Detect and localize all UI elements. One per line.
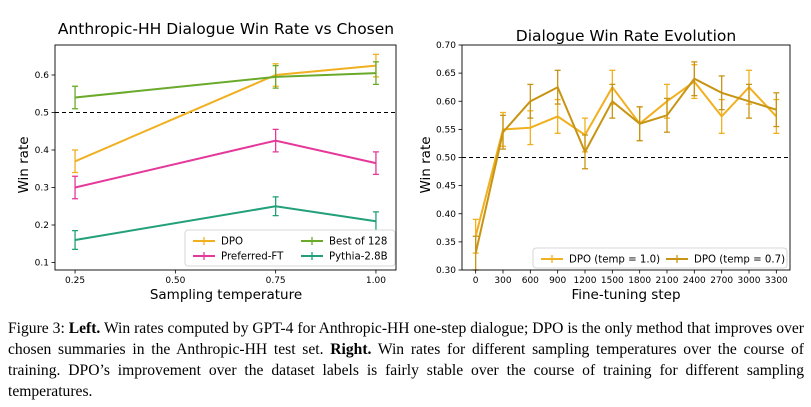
right-y-tick-label: 0.45 — [436, 182, 456, 192]
caption-right-text: Win rates for different sampling tempera… — [8, 341, 804, 400]
right-x-tick-label: 0 — [473, 276, 479, 286]
left-y-tick-label: 0.3 — [35, 184, 49, 194]
right-y-tick-label: 0.70 — [436, 41, 456, 51]
right-x-tick-label: 300 — [494, 276, 511, 286]
left-series-line-2 — [74, 139, 377, 189]
left-series-line-1 — [74, 72, 376, 99]
right-x-tick-label: 600 — [522, 276, 539, 286]
figure: Anthropic-HH Dialogue Win Rate vs Chosen… — [16, 20, 791, 303]
left-legend-label-1: Best of 128 — [329, 237, 387, 248]
left-y-axis-label: Win rate — [16, 136, 32, 193]
right-y-tick-label: 0.65 — [436, 69, 456, 79]
caption-left-label: Left. — [68, 320, 101, 337]
right-series-line-1 — [474, 77, 777, 254]
caption-figure-label: Figure 3: — [8, 320, 69, 337]
left-legend: DPO Best of 128 Preferred-FT Pythia-2.8B — [184, 229, 396, 267]
right-x-tick-label: 2700 — [710, 276, 733, 286]
right-series-line-0 — [474, 80, 778, 237]
caption-left-text: Win rates computed by GPT-4 for Anthropi… — [8, 320, 804, 358]
right-x-axis-label: Fine-tuning step — [571, 287, 680, 303]
right-chart-title: Dialogue Win Rate Evolution — [516, 27, 736, 45]
left-y-tick-label: 0.5 — [35, 109, 49, 119]
right-legend: DPO (temp = 1.0) DPO (temp = 0.7) — [532, 247, 788, 269]
right-y-tick-label: 0.60 — [436, 97, 456, 107]
right-y-tick-label: 0.55 — [436, 125, 456, 135]
right-legend-label-0: DPO (temp = 1.0) — [569, 255, 660, 266]
left-y-tick-label: 0.4 — [35, 146, 50, 156]
figure-caption: Figure 3: Left. Win rates computed by GP… — [8, 318, 804, 402]
right-x-tick-label: 1800 — [628, 276, 651, 286]
right-x-tick-label: 3300 — [765, 276, 788, 286]
right-chart: Dialogue Win Rate Evolution Fine-tuning … — [418, 27, 791, 303]
left-plot-area: 0.25 0.50 0.75 1.00 0.1 0.2 0.3 0.4 0.5 0.6 DPO Bes… — [35, 44, 397, 286]
left-chart-title: Anthropic-HH Dialogue Win Rate vs Chosen — [58, 20, 394, 38]
right-x-tick-label: 1200 — [574, 276, 597, 286]
left-legend-box — [184, 229, 396, 267]
right-y-tick-label: 0.35 — [436, 238, 456, 248]
right-y-tick-label: 0.40 — [436, 210, 456, 220]
right-x-tick-label: 2100 — [656, 276, 679, 286]
right-x-tick-label: 900 — [549, 276, 566, 286]
left-series-line-0 — [74, 64, 376, 163]
left-legend-label-0: DPO — [221, 237, 243, 248]
left-chart: Anthropic-HH Dialogue Win Rate vs Chosen… — [16, 20, 397, 303]
right-y-tick-label: 0.50 — [436, 154, 456, 164]
left-y-tick-label: 0.6 — [35, 71, 50, 81]
caption-right-label: Right. — [330, 341, 372, 358]
right-x-tick-label: 2400 — [683, 276, 706, 286]
left-x-tick-label: 0.75 — [266, 276, 286, 286]
right-y-tick-label: 0.30 — [436, 266, 456, 276]
left-x-tick-label: 0.50 — [165, 276, 185, 286]
left-y-tick-label: 0.1 — [35, 259, 49, 269]
left-legend-label-2: Preferred-FT — [221, 252, 284, 263]
right-x-tick-label: 1500 — [601, 276, 624, 286]
left-y-tick-label: 0.2 — [35, 221, 49, 231]
left-axes-frame — [54, 44, 397, 271]
right-legend-box — [532, 247, 788, 269]
left-legend-label-3: Pythia-2.8B — [329, 252, 388, 263]
right-x-tick-label: 3000 — [738, 276, 761, 286]
left-x-axis-label: Sampling temperature — [150, 287, 302, 303]
left-x-tick-label: 0.25 — [65, 276, 85, 286]
right-plot-area: 0 300 600 900 1200 1500 1800 2100 2400 2700 3000 33… — [436, 41, 791, 286]
right-y-axis-label: Win rate — [418, 136, 434, 193]
right-legend-label-1: DPO (temp = 0.7) — [694, 255, 785, 266]
left-x-tick-label: 1.00 — [366, 276, 386, 286]
